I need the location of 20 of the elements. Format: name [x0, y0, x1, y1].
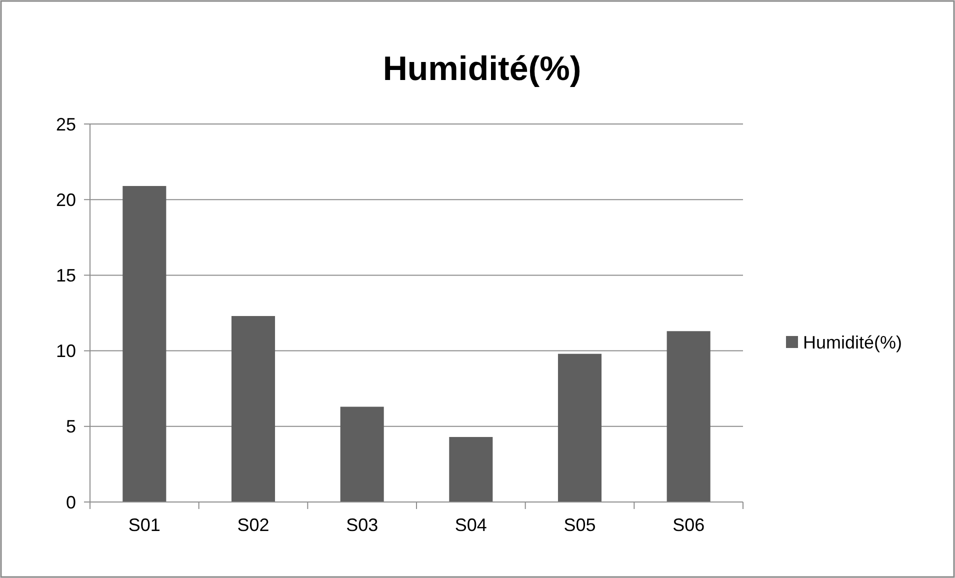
bar — [340, 406, 384, 502]
y-tick-label: 0 — [66, 492, 76, 512]
chart-title: Humidité(%) — [382, 50, 582, 88]
y-tick-label: 15 — [56, 266, 76, 286]
bar — [449, 436, 493, 502]
bar — [122, 186, 166, 502]
bar — [666, 331, 710, 502]
x-tick-label: S06 — [672, 515, 705, 535]
x-tick-label: S03 — [346, 515, 378, 535]
legend-label: Humidité(%) — [803, 332, 902, 352]
bar — [558, 354, 602, 502]
y-tick-label: 20 — [56, 190, 76, 210]
x-tick-label: S02 — [237, 515, 270, 535]
x-tick-label: S04 — [454, 515, 487, 535]
y-tick-label: 10 — [56, 341, 76, 362]
x-tick-label: S01 — [128, 515, 160, 535]
y-tick-label: 25 — [56, 114, 76, 134]
bar — [231, 316, 276, 502]
y-tick-label: 5 — [66, 416, 76, 437]
x-tick-label: S05 — [564, 515, 596, 535]
